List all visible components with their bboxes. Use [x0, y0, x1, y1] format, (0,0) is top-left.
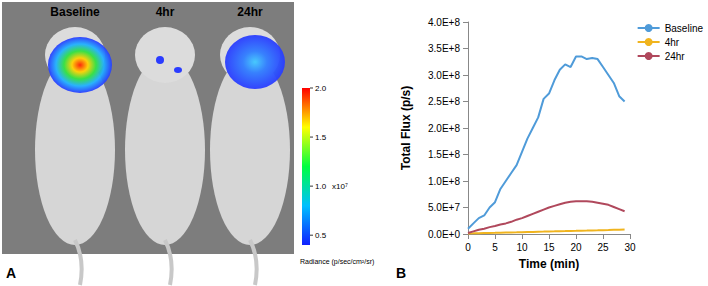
- svg-text:3.0E+8: 3.0E+8: [428, 70, 460, 81]
- svg-text:0: 0: [465, 242, 471, 253]
- svg-text:5.0E+7: 5.0E+7: [428, 202, 460, 213]
- svg-text:2.5E+8: 2.5E+8: [428, 96, 460, 107]
- svg-text:Baseline: Baseline: [50, 5, 100, 19]
- svg-text:4hr: 4hr: [665, 37, 680, 48]
- svg-text:4hr: 4hr: [156, 5, 175, 19]
- svg-text:2.0: 2.0: [315, 84, 327, 93]
- svg-text:30: 30: [624, 242, 636, 253]
- svg-text:1.0: 1.0: [315, 182, 327, 191]
- svg-text:4.0E+8: 4.0E+8: [428, 17, 460, 28]
- svg-text:Radiance (p/sec/cm²/sr): Radiance (p/sec/cm²/sr): [300, 258, 374, 266]
- svg-text:0.0E+0: 0.0E+0: [428, 229, 460, 240]
- svg-text:2.0E+8: 2.0E+8: [428, 123, 460, 134]
- svg-text:5: 5: [492, 242, 498, 253]
- svg-text:x10⁷: x10⁷: [332, 182, 348, 191]
- svg-text:3.5E+8: 3.5E+8: [428, 43, 460, 54]
- svg-text:24hr: 24hr: [665, 51, 686, 62]
- svg-text:1.0E+8: 1.0E+8: [428, 176, 460, 187]
- svg-text:25: 25: [597, 242, 609, 253]
- svg-text:15: 15: [543, 242, 555, 253]
- svg-text:Total Flux (p/s): Total Flux (p/s): [399, 86, 413, 170]
- svg-text:B: B: [396, 265, 406, 281]
- svg-text:1.5E+8: 1.5E+8: [428, 149, 460, 160]
- svg-text:10: 10: [516, 242, 528, 253]
- svg-text:24hr: 24hr: [237, 5, 263, 19]
- svg-text:A: A: [6, 265, 16, 281]
- svg-text:Time (min): Time (min): [519, 257, 579, 271]
- svg-text:0.5: 0.5: [315, 231, 327, 240]
- svg-text:1.5: 1.5: [315, 133, 327, 142]
- svg-text:Baseline: Baseline: [665, 23, 704, 34]
- svg-text:20: 20: [570, 242, 582, 253]
